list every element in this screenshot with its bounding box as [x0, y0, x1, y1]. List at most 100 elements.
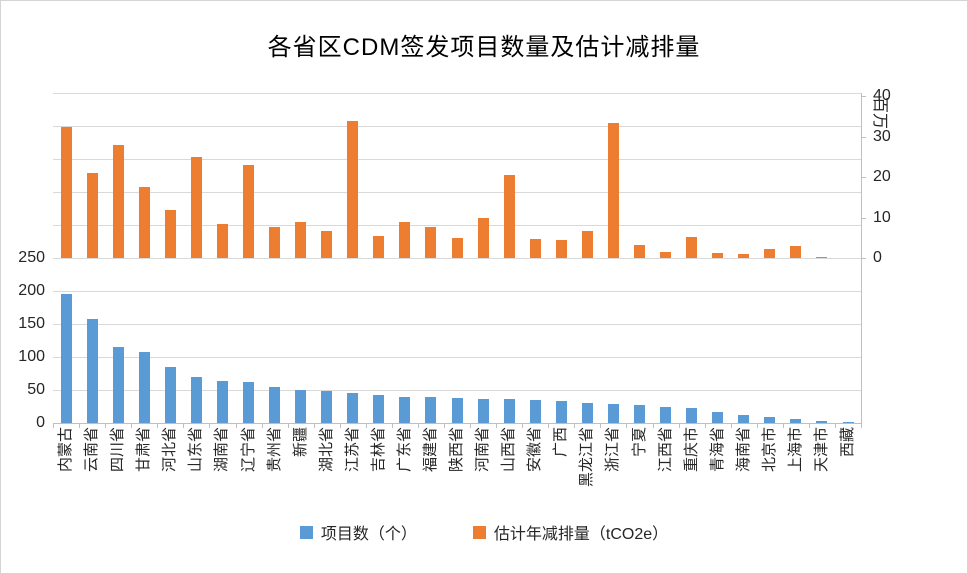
- category-label-四川省: 四川省: [109, 427, 127, 473]
- x-axis-tick: [704, 424, 706, 428]
- x-axis-tick: [652, 424, 654, 428]
- bar-项目数（个）-湖南省: [216, 380, 228, 423]
- bar-项目数（个）-湖北省: [321, 390, 333, 423]
- bar-项目数（个）-陕西省: [451, 397, 463, 423]
- right-axis-tick: [861, 258, 866, 259]
- x-axis-tick: [131, 424, 133, 428]
- x-axis-tick: [183, 424, 185, 428]
- right-axis-tick-label: 20: [873, 168, 891, 186]
- x-axis-line: [53, 423, 862, 424]
- category-label-河北省: 河北省: [161, 427, 179, 473]
- x-axis-tick: [365, 424, 367, 428]
- right-axis-tick: [861, 96, 866, 98]
- x-axis-tick: [53, 424, 54, 428]
- bar-估计年减排量（tCO2e）-上海市: [790, 245, 802, 258]
- bar-估计年减排量（tCO2e）-吉林省: [373, 235, 385, 258]
- x-axis-tick: [313, 424, 315, 428]
- category-label-天津市: 天津市: [812, 427, 830, 473]
- bar-项目数（个）-内蒙古: [60, 294, 72, 423]
- bar-项目数（个）-广东省: [399, 396, 411, 423]
- x-axis-tick: [834, 424, 836, 428]
- bar-估计年减排量（tCO2e）-浙江省: [607, 122, 619, 258]
- right-axis-tick: [861, 217, 866, 219]
- right-axis-tick-label: 10: [873, 208, 891, 226]
- bar-估计年减排量（tCO2e）-内蒙古: [60, 126, 72, 258]
- bar-项目数（个）-辽宁省: [243, 382, 254, 423]
- legend-item-项目数（个）: 项目数（个）: [299, 520, 417, 544]
- bar-估计年减排量（tCO2e）-广东省: [399, 222, 411, 258]
- x-axis-tick: [678, 424, 680, 428]
- category-label-山西省: 山西省: [500, 427, 518, 473]
- right-axis-tick-label: 30: [873, 127, 891, 145]
- bar-估计年减排量（tCO2e）-河北省: [164, 209, 176, 258]
- category-label-甘肃省: 甘肃省: [135, 427, 153, 473]
- category-label-重庆市: 重庆市: [682, 427, 700, 473]
- bar-估计年减排量（tCO2e）-河南省: [477, 217, 489, 258]
- bar-估计年减排量（tCO2e）-宁夏: [634, 244, 645, 258]
- bar-估计年减排量（tCO2e）-北京市: [764, 248, 776, 258]
- bar-估计年减排量（tCO2e）-贵州省: [269, 227, 280, 258]
- bar-项目数（个）-新疆: [295, 390, 307, 423]
- bar-项目数（个）-黑龙江省: [581, 402, 593, 423]
- right-axis-tick-label: 40: [873, 87, 891, 105]
- x-axis-tick: [782, 424, 784, 428]
- category-label-黑龙江省: 黑龙江省: [578, 427, 596, 488]
- bar-项目数（个）-西藏: [842, 422, 854, 423]
- x-axis-tick: [79, 424, 81, 428]
- bar-估计年减排量（tCO2e）-江西省: [660, 252, 671, 258]
- bar-项目数（个）-安徽省: [529, 399, 541, 423]
- chart-title: 各省区CDM签发项目数量及估计减排量: [267, 34, 701, 61]
- x-axis-tick: [470, 424, 471, 428]
- category-label-西藏: 西藏: [839, 427, 856, 458]
- bar-估计年减排量（tCO2e）-广西: [555, 239, 567, 258]
- bar-项目数（个）-福建省: [425, 397, 437, 423]
- left-axis-tick-label: 250: [18, 249, 45, 266]
- bar-估计年减排量（tCO2e）-天津市: [816, 257, 828, 258]
- gridline: [53, 390, 861, 391]
- bar-项目数（个）-海南省: [738, 415, 750, 423]
- bar-项目数（个）-甘肃省: [138, 352, 150, 423]
- legend-item-估计年减排量（tCO2e）: 估计年减排量（tCO2e）: [472, 520, 668, 544]
- category-label-浙江省: 浙江省: [604, 427, 622, 473]
- gridline: [53, 324, 861, 325]
- bar-项目数（个）-河北省: [164, 366, 176, 423]
- bar-项目数（个）-江西省: [660, 406, 671, 423]
- right-axis-tick: [861, 136, 866, 138]
- left-axis-tick-label: 100: [18, 348, 45, 365]
- x-axis-tick: [417, 424, 419, 428]
- gridline: [53, 126, 861, 127]
- x-axis-tick: [235, 424, 237, 428]
- category-label-江苏省: 江苏省: [343, 427, 361, 473]
- bar-估计年减排量（tCO2e）-新疆: [295, 221, 307, 258]
- left-axis-tick-label: 50: [27, 381, 45, 398]
- x-axis-tick: [496, 424, 498, 428]
- bar-估计年减排量（tCO2e）-海南省: [738, 254, 750, 258]
- category-label-湖北省: 湖北省: [317, 427, 335, 473]
- legend-swatch: [472, 525, 486, 539]
- x-axis-tick: [287, 424, 289, 428]
- category-label-江西省: 江西省: [656, 427, 674, 473]
- bar-估计年减排量（tCO2e）-甘肃省: [138, 187, 150, 258]
- bar-项目数（个）-云南省: [86, 319, 98, 423]
- bar-估计年减排量（tCO2e）-黑龙江省: [581, 230, 593, 258]
- category-label-云南省: 云南省: [83, 427, 101, 473]
- legend-swatch: [299, 525, 313, 539]
- x-axis-tick: [808, 424, 810, 428]
- x-axis-tick: [522, 424, 524, 428]
- bar-估计年减排量（tCO2e）-青海省: [712, 253, 724, 258]
- category-label-河南省: 河南省: [474, 427, 492, 473]
- x-axis-tick: [261, 424, 263, 428]
- gridline: [53, 258, 861, 259]
- category-label-广西: 广西: [552, 427, 570, 458]
- category-label-贵州省: 贵州省: [265, 427, 283, 473]
- gridline: [53, 291, 861, 292]
- left-axis-tick-label: 200: [18, 282, 45, 299]
- category-label-湖南省: 湖南省: [213, 427, 231, 473]
- right-axis-tick: [861, 177, 866, 179]
- legend: 项目数（个） 估计年减排量（tCO2e）: [1, 520, 967, 544]
- bar-估计年减排量（tCO2e）-重庆市: [686, 237, 698, 258]
- x-axis-tick: [157, 424, 159, 428]
- bar-估计年减排量（tCO2e）-湖南省: [216, 223, 228, 258]
- bar-项目数（个）-上海市: [790, 419, 802, 423]
